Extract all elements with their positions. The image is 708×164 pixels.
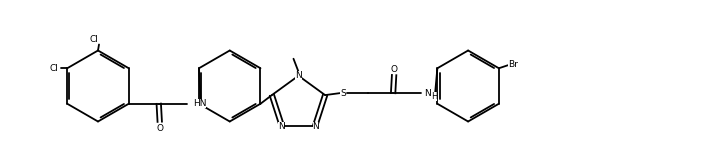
Text: N: N [278,122,285,131]
Text: O: O [391,65,398,74]
Text: Cl: Cl [50,64,59,73]
Text: N: N [312,122,319,131]
Text: H: H [431,92,438,101]
Text: HN: HN [193,99,206,108]
Text: N: N [295,71,302,80]
Text: O: O [156,124,164,133]
Text: S: S [341,89,346,98]
Text: Br: Br [508,60,518,69]
Text: Cl: Cl [90,35,98,44]
Text: N: N [424,89,431,98]
